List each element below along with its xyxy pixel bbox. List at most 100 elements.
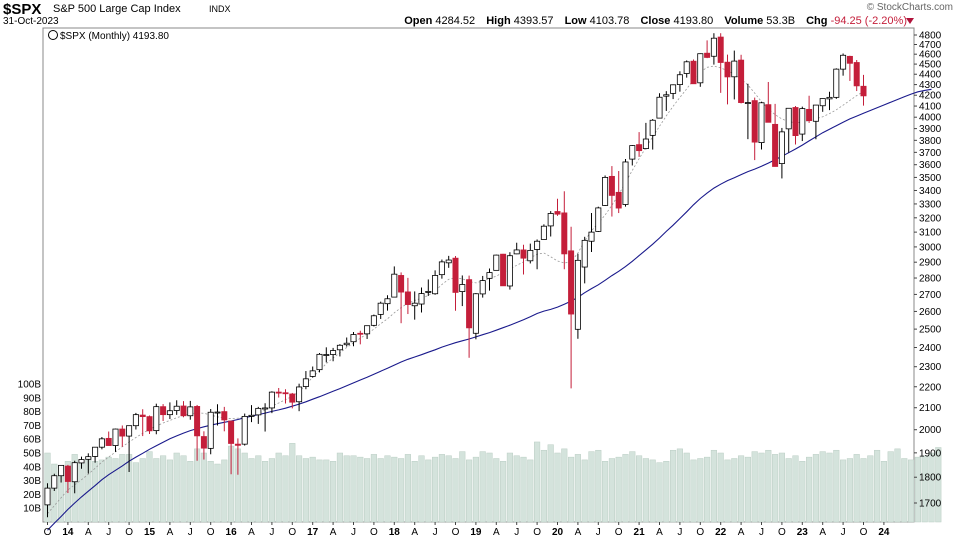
volume-bar — [663, 461, 670, 523]
candle-body — [255, 407, 262, 416]
volume-bar — [268, 458, 275, 523]
candle-body — [724, 61, 731, 78]
candle-body — [411, 302, 418, 307]
candle-body — [275, 391, 282, 394]
volume-bar — [846, 458, 853, 523]
candle-body — [663, 94, 670, 97]
volume-bar — [799, 461, 806, 523]
candle-body — [581, 239, 588, 268]
candle-body — [608, 175, 615, 196]
volume-tick-label: 60B — [23, 435, 41, 446]
volume-bar — [547, 444, 554, 523]
candle-body — [132, 414, 139, 427]
volume-bar — [935, 447, 942, 523]
candle-body — [792, 107, 799, 137]
volume-bar — [391, 456, 398, 523]
volume-bar — [636, 455, 643, 523]
candle-body — [717, 36, 724, 63]
candle-body — [350, 334, 357, 343]
time-tick-label: O — [125, 527, 133, 538]
candle-body — [404, 291, 411, 305]
change-value: -94.25 (-2.20%) — [830, 15, 907, 27]
volume-bar — [398, 458, 405, 523]
candle-body — [676, 74, 683, 85]
candle-body — [554, 211, 561, 215]
candle-body — [466, 279, 473, 329]
candle-body — [744, 102, 751, 104]
ticker-symbol: $SPX — [3, 1, 42, 18]
volume-bar — [690, 459, 697, 523]
volume-bar — [309, 456, 316, 523]
low-value: 4103.78 — [589, 15, 630, 27]
volume-bar — [622, 454, 629, 523]
price-tick-label: 1700 — [919, 499, 942, 510]
candle-body — [112, 428, 119, 446]
candle-body — [629, 145, 636, 160]
volume-bar — [418, 455, 425, 523]
time-tick-label: J — [514, 527, 519, 538]
candle-body — [228, 420, 235, 444]
time-tick-label: J — [188, 527, 193, 538]
candle-body — [860, 85, 867, 97]
candle-body — [683, 61, 690, 74]
exchange-label: INDX — [209, 4, 231, 14]
candle-body — [282, 392, 289, 395]
candle-body — [710, 37, 717, 57]
time-tick-label: 21 — [634, 527, 646, 538]
candle-body — [574, 259, 581, 330]
price-tick-label: 2000 — [919, 425, 942, 436]
candle-body — [126, 425, 133, 437]
candle-body — [765, 104, 772, 123]
volume-bar — [534, 441, 541, 523]
volume-bar — [51, 463, 58, 523]
volume-bar — [404, 454, 411, 523]
volume-bar — [806, 456, 813, 523]
candle-body — [241, 415, 248, 445]
candle-body — [785, 107, 792, 130]
volume-bar — [180, 455, 187, 523]
candle-body — [656, 96, 663, 119]
candle-body — [833, 68, 840, 98]
time-tick-label: 20 — [552, 527, 564, 538]
candle-body — [806, 108, 813, 121]
candle-body — [486, 272, 493, 279]
time-tick-label: 17 — [307, 527, 319, 538]
volume-bar — [717, 452, 724, 523]
volume-bar — [615, 456, 622, 523]
price-tick-label: 2400 — [919, 343, 942, 354]
volume-bar — [561, 448, 568, 523]
down-arrow-icon — [906, 18, 914, 24]
price-tick-label: 2700 — [919, 290, 942, 301]
price-tick-label: 1900 — [919, 448, 942, 459]
candle-body — [302, 378, 309, 387]
volume-bar — [343, 455, 350, 523]
time-tick-label: A — [411, 527, 418, 538]
candle-body — [139, 414, 146, 418]
candle-body — [187, 406, 194, 417]
ohlc-readout: Open 4284.52 High 4393.57 Low 4103.78 Cl… — [404, 15, 915, 27]
price-tick-label: 2300 — [919, 362, 942, 373]
volume-bar — [248, 458, 255, 523]
price-tick-label: 2600 — [919, 307, 942, 318]
volume-bar — [758, 452, 765, 523]
volume-bar — [411, 461, 418, 523]
volume-bar — [520, 456, 527, 523]
time-tick-label: 16 — [226, 527, 238, 538]
volume-bar — [914, 456, 921, 523]
candle-body — [180, 405, 187, 417]
volume-bar — [112, 458, 119, 523]
time-tick-label: 23 — [797, 527, 809, 538]
candle-body — [642, 138, 649, 149]
volume-bar — [187, 461, 194, 523]
volume-bar — [710, 449, 717, 523]
volume-bar — [466, 459, 473, 523]
volume-tick-label: 90B — [23, 393, 41, 404]
candle-body — [309, 370, 316, 377]
candle-body — [343, 342, 350, 346]
volume-bar — [540, 449, 547, 523]
price-tick-label: 4200 — [919, 91, 942, 102]
volume-bar — [649, 459, 656, 523]
candle-body — [234, 443, 241, 446]
time-tick-label: A — [819, 527, 826, 538]
volume-bar — [506, 452, 513, 523]
